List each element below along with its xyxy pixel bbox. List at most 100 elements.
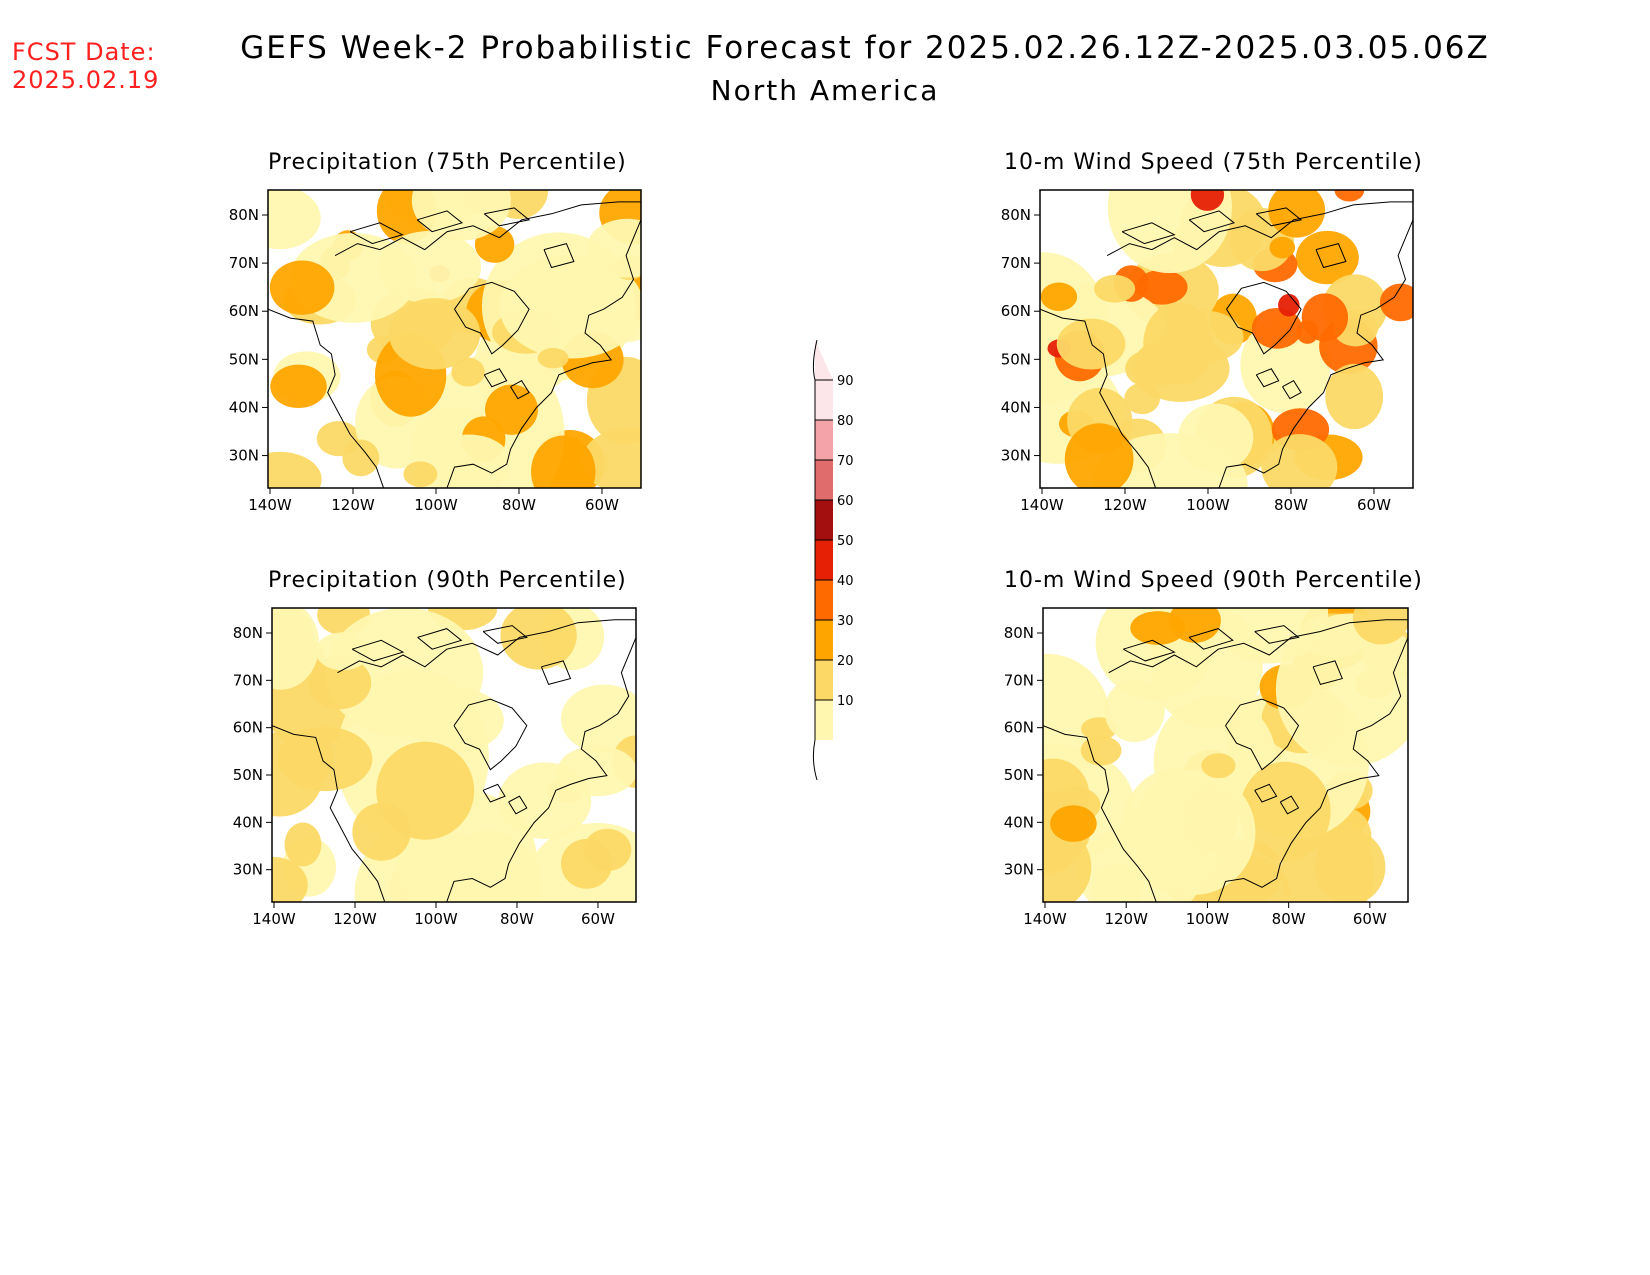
colorbar-box bbox=[815, 420, 833, 460]
shade-blob bbox=[272, 608, 320, 690]
coastline bbox=[1043, 725, 1157, 902]
shade-blob bbox=[1064, 423, 1134, 488]
lat-label: 60N bbox=[1004, 719, 1034, 737]
lat-label: 60N bbox=[1001, 302, 1031, 320]
lon-label: 100W bbox=[1186, 910, 1230, 928]
probability-field bbox=[272, 608, 636, 902]
shade-blob bbox=[388, 298, 481, 370]
forecast-date-label: FCST Date: 2025.02.19 bbox=[12, 38, 159, 94]
lon-label: 80W bbox=[1274, 496, 1308, 514]
colorbar-label: 80 bbox=[837, 414, 854, 429]
hudson-bay-outline bbox=[454, 281, 530, 355]
lon-label: 140W bbox=[248, 496, 292, 514]
lat-label: 80N bbox=[233, 624, 263, 642]
map-panel: 80N 70N 60N 50N 40N 30N 140W 120W 100W 80W 60W bbox=[229, 189, 642, 514]
shade-blob bbox=[1278, 293, 1300, 317]
shade-blob bbox=[277, 726, 373, 792]
lat-label: 30N bbox=[229, 447, 259, 465]
colorbar-label: 30 bbox=[837, 614, 854, 629]
shade-blob bbox=[1107, 190, 1232, 274]
colorbar-top-edge bbox=[812, 339, 818, 381]
page-title: GEFS Week-2 Probabilistic Forecast for 2… bbox=[0, 30, 1650, 107]
colorbar-label: 40 bbox=[837, 574, 854, 589]
lat-label: 50N bbox=[1001, 350, 1031, 368]
island-outline bbox=[349, 222, 404, 245]
colorbar-label: 20 bbox=[837, 654, 854, 669]
lat-label: 40N bbox=[1001, 398, 1031, 416]
coastline bbox=[272, 725, 386, 902]
shade-blob bbox=[499, 254, 641, 359]
lake-outline bbox=[1279, 795, 1300, 815]
probability-field bbox=[268, 190, 641, 488]
lat-label: 80N bbox=[1004, 624, 1034, 642]
island-outline bbox=[540, 660, 572, 685]
island-outline bbox=[1121, 222, 1176, 245]
colorbar-label: 50 bbox=[837, 534, 854, 549]
island-outline bbox=[417, 628, 463, 650]
shade-blob bbox=[1379, 283, 1413, 322]
panel-title-precip-75: Precipitation (75th Percentile) bbox=[268, 150, 627, 175]
shade-blob bbox=[308, 656, 372, 710]
lat-label: 30N bbox=[233, 861, 263, 879]
hudson-bay-outline bbox=[1225, 698, 1300, 771]
lake-outline bbox=[1254, 783, 1278, 803]
panel-title-precip-90: Precipitation (90th Percentile) bbox=[268, 568, 627, 593]
shade-blob bbox=[560, 684, 636, 754]
fcst-label: FCST Date: bbox=[12, 38, 156, 66]
shade-blob bbox=[284, 822, 322, 867]
colorbar-box bbox=[815, 500, 833, 540]
shade-blob bbox=[352, 802, 411, 861]
shade-blob bbox=[1135, 269, 1188, 305]
shade-blob bbox=[315, 632, 370, 671]
map-panel: 80N 70N 60N 50N 40N 30N 140W 120W 100W 80W 60W bbox=[1001, 189, 1414, 514]
colorbar-label: 90 bbox=[837, 374, 854, 389]
colorbar-box bbox=[815, 540, 833, 580]
lon-label: 140W bbox=[1023, 910, 1067, 928]
lon-label: 100W bbox=[414, 910, 458, 928]
colorbar-box bbox=[815, 460, 833, 500]
shade-blob bbox=[1131, 770, 1256, 895]
shade-blob bbox=[1040, 282, 1078, 312]
coastline bbox=[446, 637, 636, 902]
lon-label: 120W bbox=[331, 496, 375, 514]
lat-label: 40N bbox=[1004, 813, 1034, 831]
shade-blob bbox=[268, 190, 321, 250]
shade-blob bbox=[411, 190, 511, 241]
colorbar-box bbox=[815, 620, 833, 660]
lat-label: 30N bbox=[1001, 447, 1031, 465]
map-frame bbox=[1039, 189, 1414, 489]
lon-label: 100W bbox=[1186, 496, 1230, 514]
island-outline bbox=[1255, 207, 1303, 227]
shade-blob bbox=[586, 218, 641, 278]
lat-label: 70N bbox=[229, 254, 259, 272]
shade-blob bbox=[560, 838, 613, 889]
lon-label: 140W bbox=[1020, 496, 1064, 514]
lon-label: 60W bbox=[1357, 496, 1391, 514]
shade-blob bbox=[377, 231, 482, 304]
map-panel: 80N 70N 60N 50N 40N 30N 140W 120W 100W 80W 60W bbox=[1004, 607, 1409, 928]
region-subtitle: North America bbox=[710, 74, 940, 107]
shade-blob bbox=[268, 451, 322, 488]
lat-label: 80N bbox=[229, 206, 259, 224]
map-panel: 80N 70N 60N 50N 40N 30N 140W 120W 100W 80W 60W bbox=[233, 607, 637, 928]
shade-blob bbox=[498, 762, 592, 839]
lat-label: 60N bbox=[229, 302, 259, 320]
lake-outline bbox=[508, 795, 528, 815]
lon-label: 120W bbox=[1104, 910, 1148, 928]
shade-blob bbox=[1352, 608, 1408, 645]
lon-label: 120W bbox=[1103, 496, 1147, 514]
lat-label: 70N bbox=[233, 671, 263, 689]
island-outline bbox=[482, 625, 528, 644]
lat-label: 30N bbox=[1004, 861, 1034, 879]
shade-blob bbox=[1130, 611, 1186, 645]
shade-blob bbox=[342, 439, 380, 477]
colorbar-box bbox=[815, 380, 833, 420]
shade-blob bbox=[403, 461, 438, 487]
map-frame bbox=[271, 607, 637, 903]
colorbar-label: 60 bbox=[837, 494, 854, 509]
lon-label: 80W bbox=[500, 910, 534, 928]
lat-label: 60N bbox=[233, 719, 263, 737]
shade-blob bbox=[1325, 363, 1384, 430]
hudson-bay-outline bbox=[1226, 281, 1302, 355]
panel-title-wind-90: 10-m Wind Speed (90th Percentile) bbox=[1004, 568, 1423, 593]
